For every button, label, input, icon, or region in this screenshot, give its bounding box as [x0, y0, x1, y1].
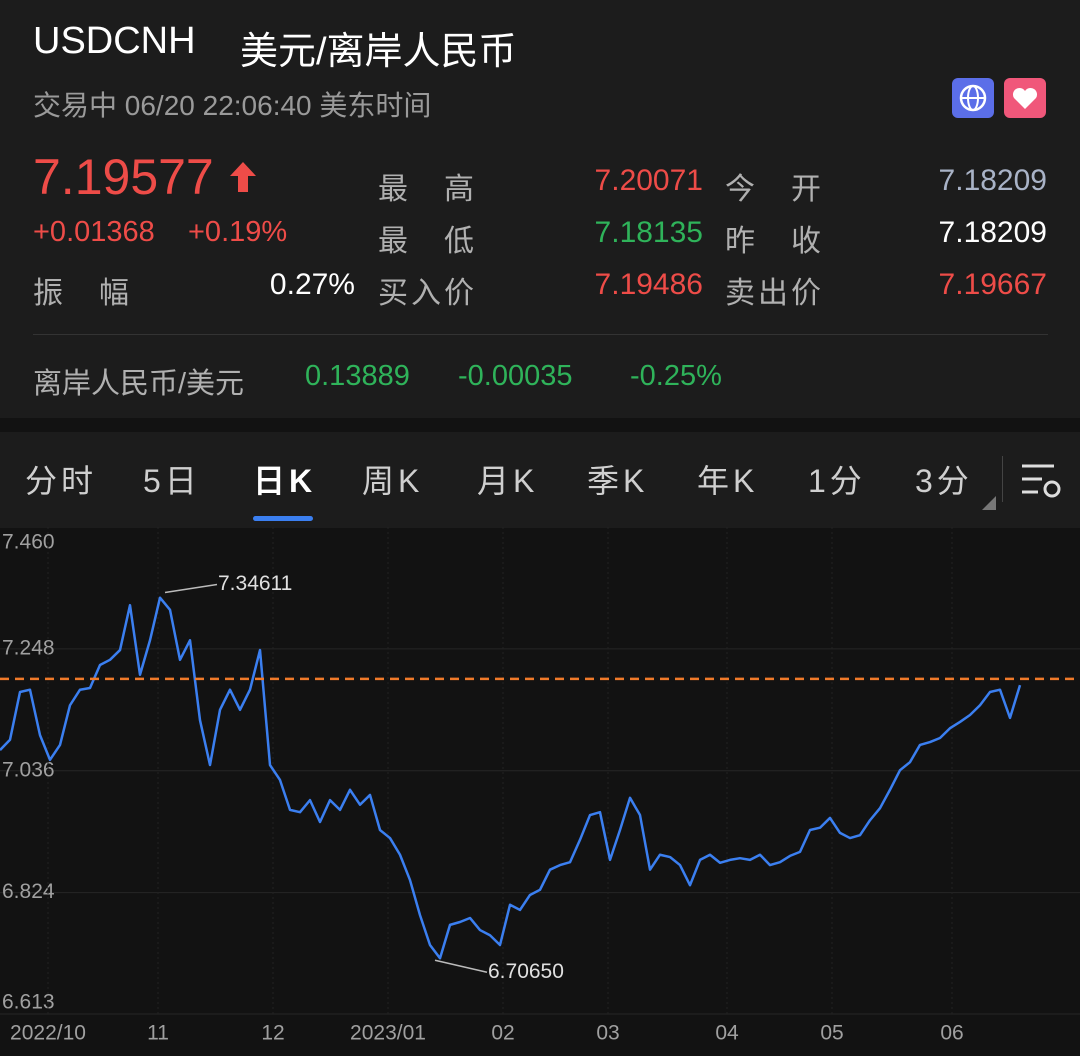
x-tick-label: 04	[715, 1022, 739, 1045]
annotation-leader	[164, 583, 218, 594]
tab[interactable]: 1分	[808, 463, 866, 499]
stat-label: 最低	[378, 225, 474, 258]
stat-label: 今开	[725, 173, 821, 206]
annotation-label: 7.34611	[218, 572, 292, 595]
stat-value: 7.20071	[594, 164, 703, 197]
stat-value: 7.19667	[938, 268, 1047, 301]
y-tick-label: 6.824	[2, 880, 55, 903]
quote-header: USDCNH 美元/离岸人民币 交易中 06/20 22:06:40 美东时间 …	[0, 0, 1080, 418]
icons[interactable]	[952, 78, 1048, 118]
stat-label: 振幅	[33, 277, 129, 310]
instrument-name: 美元/离岸人民币	[240, 31, 517, 73]
x-tick-label: 12	[261, 1022, 284, 1045]
settings-icon[interactable]	[1020, 462, 1062, 500]
inverse-percent: -0.25%	[630, 360, 722, 392]
x-tick-label: 05	[820, 1022, 843, 1045]
status: 交易中 06/20 22:06:40 美东时间	[33, 90, 432, 121]
up-arrow	[230, 162, 256, 192]
stat-value: 7.18209	[938, 164, 1047, 197]
tab[interactable]: 分时	[25, 463, 98, 499]
change: +0.01368	[33, 216, 155, 248]
stat-value: 7.18209	[938, 216, 1047, 249]
tab[interactable]: 季K	[587, 463, 649, 499]
divider	[33, 334, 1048, 335]
tab[interactable]: 周K	[362, 463, 424, 499]
stat-value: 7.18135	[594, 216, 703, 249]
change-percent: +0.19%	[188, 216, 288, 248]
x-tick-label: 02	[491, 1022, 514, 1045]
y-tick-label: 7.460	[2, 531, 55, 554]
stat-value: 7.19486	[594, 268, 703, 301]
stat-label: 昨收	[725, 225, 821, 258]
annotation-label: 6.70650	[488, 960, 564, 983]
y-tick-label: 6.613	[2, 991, 55, 1014]
x-tick-label: 06	[940, 1022, 963, 1045]
tab-underline	[253, 516, 313, 521]
inverse-change: -0.00035	[458, 360, 573, 392]
dropdown-mark	[982, 496, 996, 510]
tab[interactable]: 3分	[915, 463, 973, 499]
stat-label: 最高	[378, 173, 474, 206]
stat-label: 卖出价	[725, 277, 821, 310]
inverse-name: 离岸人民币/美元	[33, 368, 245, 400]
x-tick-label: 11	[147, 1022, 169, 1045]
annotation-leader	[434, 959, 488, 973]
y-tick-label: 7.036	[2, 758, 55, 781]
x-tick-label: 03	[596, 1022, 619, 1045]
stat-value: 0.27%	[269, 268, 355, 301]
price: 7.19577	[33, 149, 214, 205]
tab-separator	[1002, 456, 1003, 502]
tab[interactable]: 年K	[697, 463, 759, 499]
y-tick-label: 7.248	[2, 636, 55, 659]
tab[interactable]: 月K	[477, 463, 539, 499]
symbol: USDCNH	[33, 20, 196, 62]
x-tick-label: 2022/10	[10, 1022, 86, 1045]
tab[interactable]: 5日	[143, 463, 201, 499]
tab-bar: 分时 5日 日K 周K 月K 季K 年K 1分 3分	[0, 432, 1080, 526]
price-line	[0, 596, 1022, 960]
inverse-price: 0.13889	[305, 360, 410, 392]
x-tick-label: 2023/01	[350, 1022, 426, 1045]
tab[interactable]: 日K	[253, 463, 317, 499]
stat-label: 买入价	[378, 277, 474, 310]
